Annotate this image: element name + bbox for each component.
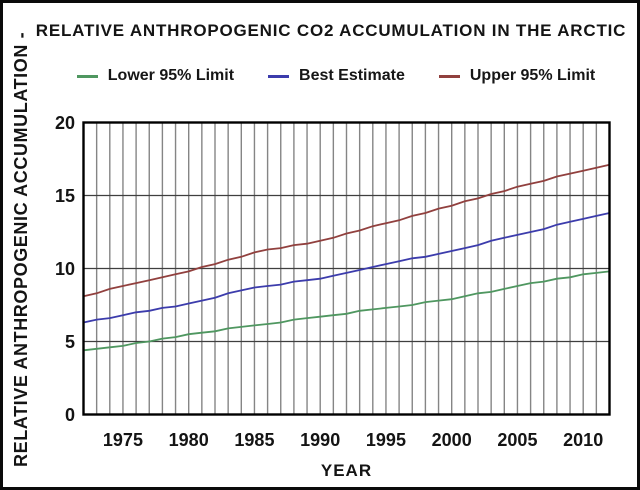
data-line <box>83 270 610 352</box>
legend-item-best-estimate: Best Estimate <box>268 67 405 85</box>
chart-title: RELATIVE ANTHROPOGENIC CO2 ACCUMULATION … <box>35 21 627 40</box>
x-tick-label: 1990 <box>300 430 341 450</box>
y-tick-label: 5 <box>64 331 75 352</box>
x-tick-label: 1995 <box>365 430 406 450</box>
data-line <box>83 212 610 324</box>
best-estimate-line-swatch-icon <box>268 74 290 78</box>
x-axis-label: YEAR <box>320 461 373 480</box>
legend-item-lower-limit: Lower 95% Limit <box>76 67 235 85</box>
plot-wrap <box>82 121 611 416</box>
y-tick-label: 0 <box>64 404 75 425</box>
legend: Lower 95% Limit Best Estimate Upper 95% … <box>43 67 629 85</box>
legend-label: Best Estimate <box>299 67 405 84</box>
x-tick-label: 1980 <box>168 430 209 450</box>
y-tick-label: 15 <box>54 185 75 206</box>
data-line <box>83 163 610 298</box>
x-tick-label: 1975 <box>102 430 143 450</box>
lower-limit-line-swatch-icon <box>76 74 98 78</box>
x-tick-label: 2005 <box>497 430 538 450</box>
plot-area <box>82 121 611 416</box>
x-tick-label: 2000 <box>431 430 472 450</box>
x-tick-label: 1985 <box>234 430 275 450</box>
y-tick-label: 20 <box>54 112 75 133</box>
x-tick-label: 2010 <box>563 430 604 450</box>
legend-label: Upper 95% Limit <box>469 67 596 84</box>
legend-item-upper-limit: Upper 95% Limit <box>438 67 596 85</box>
legend-label: Lower 95% Limit <box>107 67 235 84</box>
upper-limit-line-swatch-icon <box>438 74 460 78</box>
y-tick-label: 10 <box>54 258 75 279</box>
y-axis-label: RELATIVE ANTHROPOGENIC ACCUMULATION - <box>11 31 31 467</box>
